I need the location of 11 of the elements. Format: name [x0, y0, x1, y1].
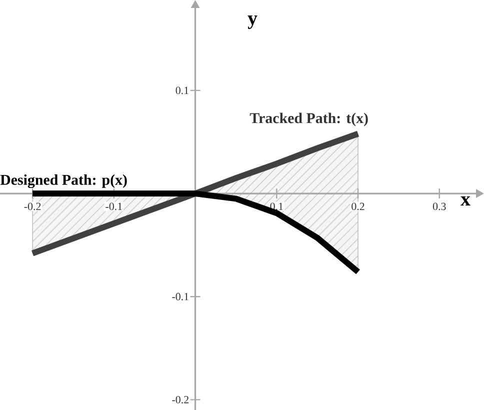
y-axis-title: y [248, 16, 258, 29]
x-tick-label: -0.1 [106, 202, 122, 210]
y-tick-label: -0.1 [172, 292, 188, 300]
series-label: Tracked Path: t(x) [250, 112, 368, 126]
y-tick-label: 0.1 [176, 86, 188, 94]
x-axis-title: x [460, 196, 470, 206]
series-label: Designed Path: p(x) [0, 174, 127, 188]
x-tick-label: -0.2 [24, 202, 41, 210]
x-tick-label: 0.3 [432, 202, 446, 210]
x-tick-label: 0.2 [352, 202, 364, 210]
y-tick-label: -0.2 [172, 396, 188, 404]
